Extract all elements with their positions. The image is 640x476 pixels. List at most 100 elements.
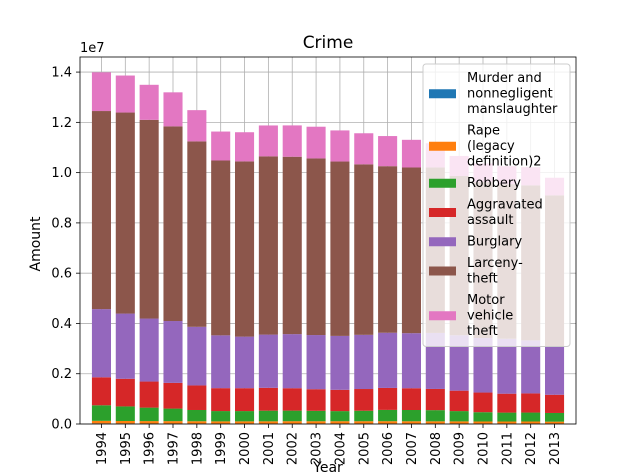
axes: 0.0 0.2 0.4 0.6 0.8 1.0 1.2 1.4 1994 1995 1996 1997… [51, 56, 577, 476]
bar-segment [401, 167, 421, 334]
bar-segment [378, 409, 398, 422]
bar-segment [545, 346, 565, 395]
bar-segment [521, 421, 541, 424]
bar-segment [115, 313, 135, 379]
bar-segment [378, 387, 398, 410]
bar-segment [282, 334, 302, 389]
bar-segment [401, 410, 421, 422]
x-tick-label: 2004 [333, 432, 348, 465]
bar-segment [139, 119, 159, 319]
bar-segment [354, 389, 374, 411]
x-tick-label: 1995 [119, 432, 134, 465]
bar-segment [139, 421, 159, 424]
bar-segment [115, 112, 135, 314]
bar-segment [401, 388, 421, 411]
bar-segment [425, 421, 445, 424]
bar-segment [330, 421, 350, 424]
bar-segment [306, 410, 326, 422]
bar-segment [354, 133, 374, 165]
bar-segment [449, 335, 469, 391]
bar-segment [306, 421, 326, 424]
x-tick-label: 2005 [357, 432, 372, 465]
legend-box [422, 63, 571, 347]
bar-segment [449, 390, 469, 412]
bar-segment [306, 389, 326, 411]
bar-segment [163, 92, 183, 127]
bar-segment [354, 421, 374, 424]
x-tick-label: 1997 [167, 432, 182, 465]
bar-segment [163, 321, 183, 383]
bar-segment [163, 421, 183, 424]
bar-segment [235, 336, 255, 389]
bar-segment [521, 340, 541, 394]
legend-swatch [429, 237, 456, 247]
bar-segment [91, 420, 111, 424]
y-tick-label: 1.0 [51, 166, 72, 181]
legend-label: Motor vehicle theft [467, 293, 513, 339]
bar-segment [115, 75, 135, 113]
bar-segment [354, 164, 374, 335]
bar-segment [330, 130, 350, 162]
bar-segment [282, 421, 302, 424]
bar-segment [211, 131, 231, 161]
bar-segment [258, 410, 278, 422]
bar-segment [139, 381, 159, 408]
bar-segment [545, 412, 565, 422]
bar-segment [187, 409, 207, 422]
bar-segment [258, 156, 278, 335]
bar-segment [258, 125, 278, 157]
x-tick-label: 2010 [477, 432, 492, 465]
legend-label: Murder and nonnegligent manslaughter [467, 71, 558, 117]
x-tick-label: 2002 [286, 432, 301, 465]
bar-segment [235, 388, 255, 412]
bar-segment [378, 166, 398, 333]
bar-segment [354, 410, 374, 422]
bar-segment [425, 410, 445, 422]
bar-segment [497, 421, 517, 424]
bar-segment [139, 318, 159, 382]
bar-segment [163, 382, 183, 409]
bar-segment [306, 126, 326, 159]
bar-segment [91, 377, 111, 406]
bar-segment [378, 421, 398, 424]
bar-segment [139, 407, 159, 422]
x-tick-label: 1996 [143, 432, 158, 465]
legend-swatch [429, 141, 456, 151]
bar-segment [378, 136, 398, 167]
bar-segment [163, 408, 183, 422]
x-tick-label: 1998 [190, 432, 205, 465]
y-tick-label: 0.2 [51, 367, 72, 382]
bar-segment [449, 421, 469, 424]
y-axis-offset-text: 1e7 [80, 41, 105, 56]
bar-segment [282, 410, 302, 422]
bar-segment [115, 406, 135, 422]
legend-label: Rape (legacy definition)2 [467, 124, 542, 170]
y-tick-label: 1.2 [51, 116, 72, 131]
bar-segment [497, 412, 517, 422]
legend-swatch [429, 208, 456, 217]
bar-segment [258, 387, 278, 411]
bar-segment [211, 160, 231, 336]
bar-segment [425, 388, 445, 411]
bar-segment [497, 338, 517, 394]
chart-title: Crime [303, 33, 354, 53]
x-axis-label: Year [312, 460, 343, 476]
bar-segment [258, 421, 278, 424]
x-tick-label: 1999 [214, 432, 229, 465]
legend-swatch [429, 311, 456, 321]
y-tick-label: 0.0 [51, 418, 72, 433]
legend-swatch [429, 178, 456, 188]
bar-segment [521, 393, 541, 413]
bar-segment [258, 334, 278, 388]
bar-segment [497, 393, 517, 413]
legend-label: Larceny-theft [467, 256, 523, 287]
bar-segment [282, 156, 302, 335]
bar-segment [211, 421, 231, 424]
bar-segment [330, 411, 350, 422]
bar-segment [91, 405, 111, 421]
bar-segment [115, 421, 135, 424]
x-tick-label: 2011 [500, 432, 515, 465]
bar-segment [306, 335, 326, 390]
